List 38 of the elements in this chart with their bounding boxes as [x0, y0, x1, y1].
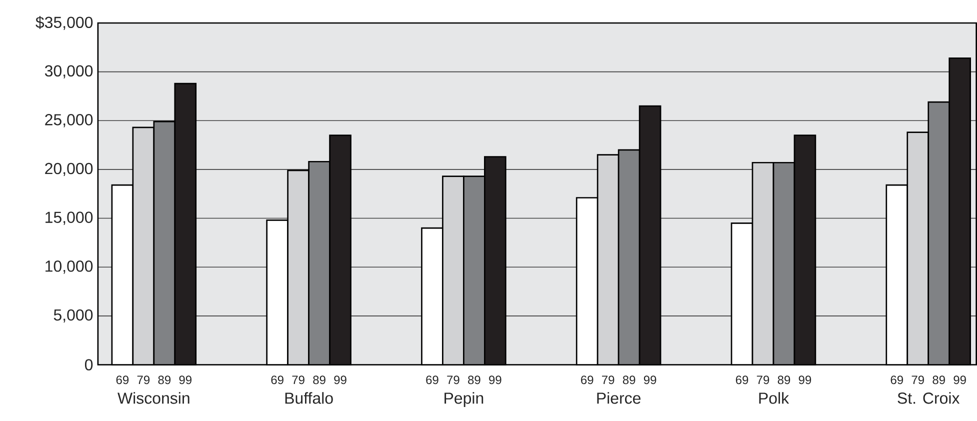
series-label: 99	[179, 376, 192, 384]
text: 79	[292, 376, 304, 384]
text: 99	[489, 376, 502, 384]
text: 69	[581, 376, 594, 384]
series-label: 89	[158, 376, 171, 384]
text: 89	[778, 376, 790, 384]
text: 69	[426, 376, 438, 384]
y-tick-label: 25,000	[45, 114, 93, 128]
series-label: 69	[116, 376, 129, 384]
text: 69	[890, 376, 903, 384]
y-tick-label: 5,000	[54, 309, 93, 323]
text: 79	[756, 376, 770, 384]
text: 89	[622, 376, 636, 384]
text: 89	[468, 376, 480, 384]
x-tick-label: Wisconsin	[118, 392, 190, 404]
y-tick-label: 20,000	[45, 162, 93, 176]
text: 69	[271, 376, 284, 384]
text: 89	[313, 376, 326, 384]
x-tick-label: Pepin	[444, 392, 484, 408]
y-tick-label: 30,000	[44, 65, 93, 79]
text: 79	[447, 376, 460, 384]
text: 99	[954, 376, 966, 384]
x-tick-label: Buffalo	[285, 392, 333, 404]
text: 99	[334, 376, 346, 384]
x-tick-label: St. Croix	[898, 392, 960, 404]
y-tick-label: 10,000	[46, 260, 93, 274]
y-tick-label: 0	[84, 359, 93, 371]
y-tick-label: 15,000	[46, 212, 93, 226]
x-tick-label: Polk	[759, 392, 790, 404]
y-tick-label: $35,000	[36, 16, 93, 30]
text: 99	[798, 376, 812, 384]
text: 99	[644, 376, 656, 384]
text: 79	[912, 376, 924, 384]
series-label: 79	[137, 376, 150, 384]
x-tick-label: Pierce	[597, 392, 641, 404]
text: 69	[736, 376, 748, 384]
text: 79	[602, 376, 614, 384]
text: 89	[932, 376, 945, 384]
